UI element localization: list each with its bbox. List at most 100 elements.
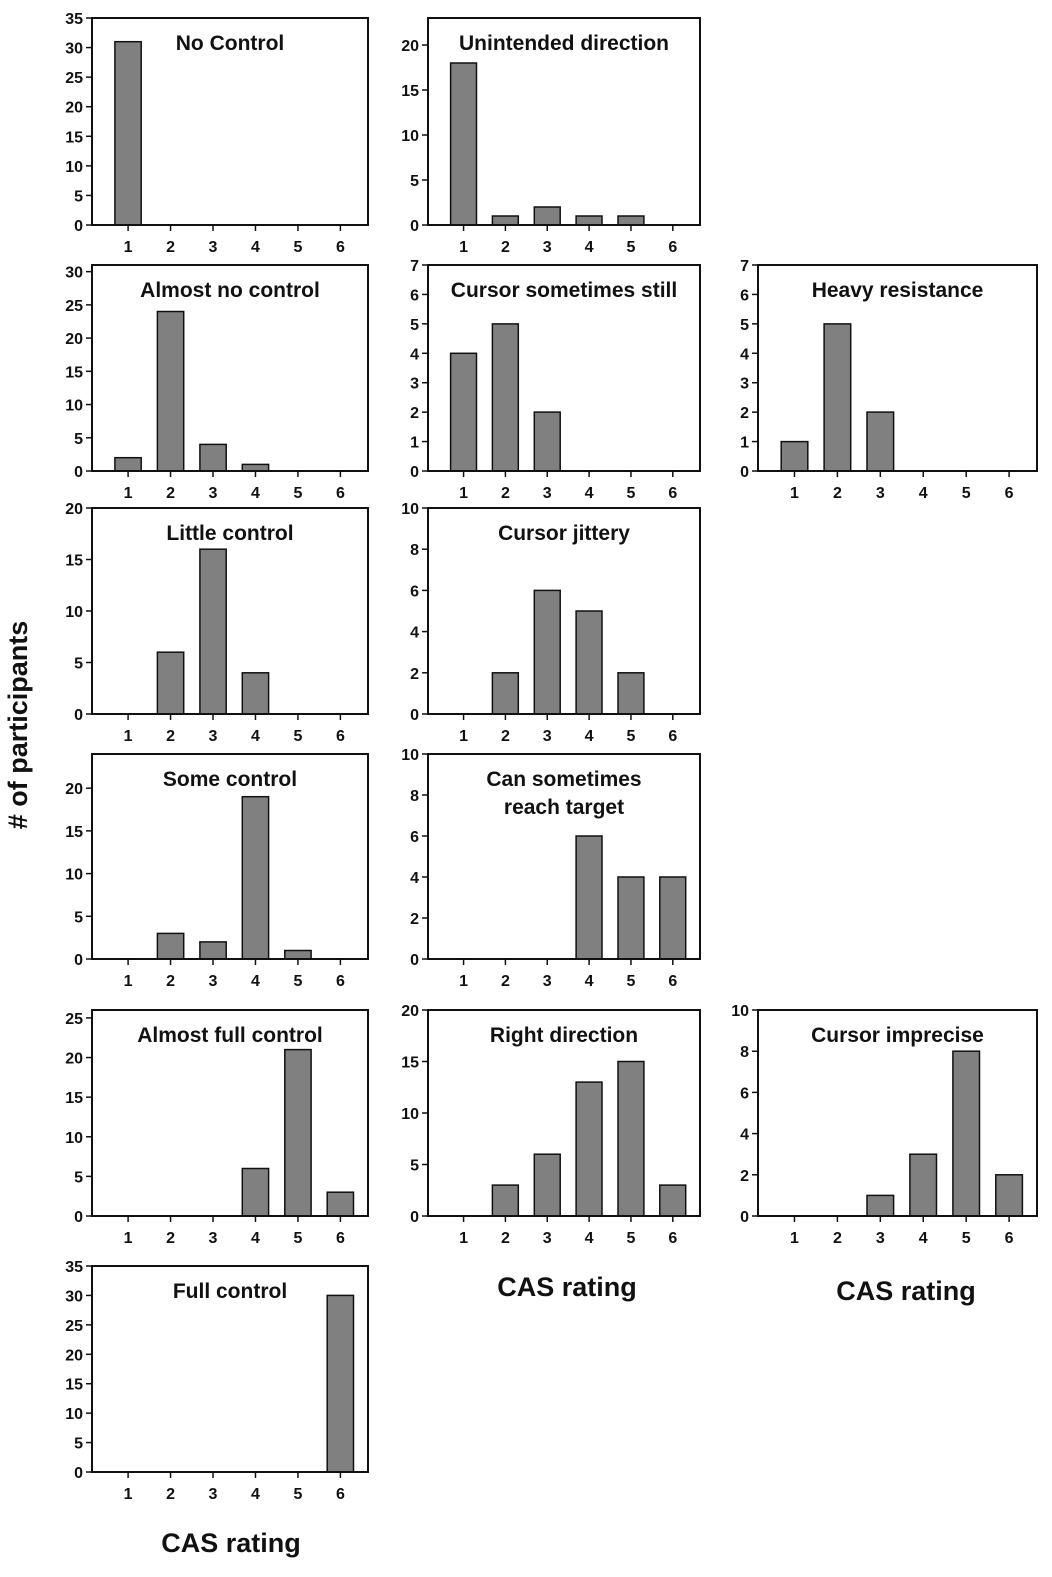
panel-title: Almost full control	[137, 1024, 323, 1047]
x-tick-label: 5	[293, 1486, 302, 1503]
y-tick-label: 0	[410, 952, 419, 969]
x-tick-label: 2	[833, 1230, 842, 1247]
x-tick-label: 3	[543, 485, 552, 502]
bar-3	[199, 548, 227, 715]
x-tick-label: 3	[876, 485, 885, 502]
x-tick-label: 1	[124, 239, 133, 256]
bar-5	[952, 1050, 981, 1217]
x-tick-label: 1	[459, 239, 468, 256]
y-tick-label: 0	[410, 218, 419, 235]
x-tick-label: 4	[251, 1486, 260, 1503]
panel-title: Unintended direction	[459, 32, 669, 55]
y-tick-label: 20	[65, 331, 83, 348]
y-tick-label: 20	[65, 501, 83, 518]
x-tick-label: 5	[627, 973, 636, 990]
x-tick-label: 6	[336, 728, 345, 745]
bar-3	[866, 411, 895, 472]
bar-5	[617, 672, 645, 715]
y-tick-label: 10	[731, 1003, 749, 1020]
x-tick-label: 5	[293, 239, 302, 256]
x-tick-label: 2	[833, 485, 842, 502]
panel-title: Right direction	[490, 1024, 638, 1047]
bar-3	[533, 411, 561, 472]
y-tick-label: 5	[74, 431, 83, 448]
x-tick-label: 3	[876, 1230, 885, 1247]
y-tick-label: 15	[401, 1055, 419, 1072]
panel-title: Heavy resistance	[812, 279, 984, 302]
x-tick-label: 2	[166, 239, 175, 256]
x-tick-label: 6	[336, 239, 345, 256]
x-tick-label: 1	[790, 485, 799, 502]
y-tick-label: 2	[740, 405, 749, 422]
bar-3	[533, 1153, 561, 1217]
bar-4	[241, 795, 270, 960]
x-tick-label: 1	[124, 973, 133, 990]
y-tick-label: 5	[410, 173, 419, 190]
y-tick-label: 5	[410, 1158, 419, 1175]
panel-title: Almost no control	[140, 279, 320, 302]
y-tick-label: 0	[740, 464, 749, 481]
bar-1	[449, 62, 478, 226]
x-tick-label: 5	[627, 485, 636, 502]
x-tick-label: 5	[962, 1230, 971, 1247]
y-tick-label: 2	[410, 666, 419, 683]
x-tick-label: 5	[293, 485, 302, 502]
x-tick-label: 6	[1005, 485, 1014, 502]
y-tick-label: 7	[410, 258, 419, 275]
x-tick-label: 2	[166, 485, 175, 502]
x-tick-label: 1	[124, 485, 133, 502]
bar-2	[491, 672, 520, 715]
x-tick-label: 6	[668, 728, 677, 745]
x-tick-label: 4	[251, 239, 260, 256]
panel-title: No Control	[176, 32, 284, 55]
y-tick-label: 6	[410, 583, 419, 600]
y-tick-label: 3	[410, 376, 419, 393]
bar-4	[241, 672, 270, 715]
y-tick-label: 8	[410, 788, 419, 805]
x-tick-label: 6	[336, 1486, 345, 1503]
x-tick-label: 4	[251, 1230, 260, 1247]
x-tick-label: 2	[166, 1486, 175, 1503]
panel-title: Cursor sometimes still	[451, 279, 677, 302]
y-tick-label: 6	[410, 829, 419, 846]
x-tick-label: 1	[124, 1230, 133, 1247]
bar-3	[533, 206, 561, 226]
y-axis-label: # of participants	[3, 621, 33, 830]
panel-4: 0 1 2 3 4 5 6 7 1 2 3 4 5 6 Cursor sometimes still	[410, 258, 701, 502]
x-tick-label: 2	[501, 239, 510, 256]
bar-2	[491, 323, 520, 472]
y-tick-label: 20	[401, 38, 419, 55]
y-tick-label: 5	[740, 317, 749, 334]
panel-5: 0 1 2 3 4 5 6 7 1 2 3 4 5 6 Heavy resistance	[740, 258, 1038, 502]
x-tick-label: 3	[543, 973, 552, 990]
bar-6	[659, 876, 687, 960]
y-tick-label: 15	[65, 1377, 83, 1394]
bar-5	[617, 1060, 645, 1217]
panel-1: 0 5 10 15 20 25 30 35 1 2 3 4 5 6 No Control	[65, 11, 369, 256]
x-tick-label: 1	[124, 1486, 133, 1503]
y-tick-label: 15	[65, 1090, 83, 1107]
x-tick-label: 3	[209, 239, 218, 256]
y-tick-label: 20	[65, 1051, 83, 1068]
y-tick-label: 30	[65, 1288, 83, 1305]
y-tick-label: 0	[74, 1209, 83, 1226]
y-tick-label: 20	[65, 781, 83, 798]
panel-11: 0 5 10 15 20 1 2 3 4 5 6 Right direction CAS rating	[401, 1003, 701, 1302]
x-tick-label: 4	[919, 485, 928, 502]
x-tick-label: 3	[209, 1486, 218, 1503]
y-tick-label: 6	[740, 287, 749, 304]
y-tick-label: 10	[65, 1406, 83, 1423]
panel-title: Cursor imprecise	[811, 1024, 984, 1047]
y-tick-label: 10	[401, 128, 419, 145]
x-tick-label: 2	[501, 973, 510, 990]
bar-3	[533, 589, 561, 715]
y-tick-label: 15	[65, 129, 83, 146]
bar-4	[575, 835, 603, 960]
x-tick-label: 2	[501, 728, 510, 745]
y-tick-label: 0	[410, 1209, 419, 1226]
y-tick-label: 0	[74, 218, 83, 235]
bar-2	[491, 1184, 520, 1217]
